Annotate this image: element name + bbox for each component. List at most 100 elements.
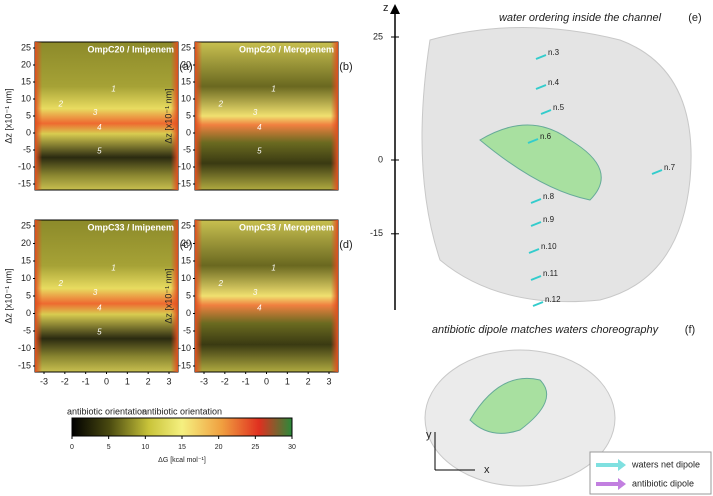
basin-marker: 4 xyxy=(257,303,262,312)
y-label: y xyxy=(426,429,432,441)
z-label: z xyxy=(383,2,389,14)
basin-marker: 1 xyxy=(271,84,275,93)
water-label: n.3 xyxy=(548,48,560,57)
y-tick-label: 15 xyxy=(21,255,31,265)
x-axis-label: antibiotic orientation xyxy=(67,406,147,416)
heatmap-edge xyxy=(195,220,338,372)
heatmap-edge xyxy=(35,220,178,372)
basin-marker: 4 xyxy=(97,123,102,132)
x-tick-label: -2 xyxy=(61,376,69,386)
y-tick-label: -15 xyxy=(18,178,31,188)
basin-marker: 1 xyxy=(271,264,275,273)
panel-letter: (a) xyxy=(179,61,192,73)
panel-letter: (c) xyxy=(180,239,193,251)
water-dipole xyxy=(530,275,542,281)
y-tick-label: 25 xyxy=(181,220,191,230)
basin-marker: 2 xyxy=(218,279,224,288)
basin-marker: 3 xyxy=(253,108,258,117)
colorbar-tick-label: 10 xyxy=(141,444,149,451)
y-tick-label: 0 xyxy=(26,308,31,318)
water-dipole xyxy=(532,301,544,307)
heatmap-edge xyxy=(35,42,178,190)
heatmap-edge xyxy=(195,42,338,190)
y-tick-label: 5 xyxy=(26,110,31,120)
loop xyxy=(479,124,602,201)
water-dipole xyxy=(528,248,540,254)
y-tick-label: 0 xyxy=(26,127,31,137)
y-tick-label: 5 xyxy=(26,290,31,300)
y-tick-label: 10 xyxy=(181,273,191,283)
z-arrow xyxy=(390,4,400,14)
water-label: n.8 xyxy=(543,192,555,201)
basin-marker: 1 xyxy=(111,264,115,273)
water-label: n.11 xyxy=(543,269,559,278)
y-tick-label: -10 xyxy=(178,343,191,353)
x-tick-label: -3 xyxy=(200,376,208,386)
basin-marker: 2 xyxy=(58,99,64,108)
y-tick-label: 0 xyxy=(186,308,191,318)
x-tick-label: 1 xyxy=(285,376,290,386)
y-tick-label: -5 xyxy=(183,325,191,335)
panel-letter: (b) xyxy=(339,61,352,73)
y-tick-label: 20 xyxy=(181,238,191,248)
letter-e: (e) xyxy=(688,12,701,24)
z-tick-label: 25 xyxy=(373,31,383,41)
x-tick-label: 0 xyxy=(104,376,109,386)
colorbar-tick-label: 25 xyxy=(251,444,259,451)
panel-title: OmpC20 / Imipenem xyxy=(87,44,174,54)
y-tick-label: 15 xyxy=(21,76,31,86)
water-dipole xyxy=(540,109,552,115)
y-axis-label: Δz [x10⁻¹ nm] xyxy=(3,268,13,323)
y-tick-label: 10 xyxy=(21,273,31,283)
basin-marker: 2 xyxy=(218,99,224,108)
x-tick-label: -1 xyxy=(242,376,250,386)
y-tick-label: 15 xyxy=(181,255,191,265)
y-tick-label: -5 xyxy=(183,144,191,154)
title-e: water ordering inside the channel xyxy=(499,12,662,24)
x-tick-label: 3 xyxy=(166,376,171,386)
water-label: n.5 xyxy=(553,103,565,112)
basin-marker: 4 xyxy=(97,303,102,312)
basin-marker: 5 xyxy=(97,147,102,156)
legend-antibiotic: antibiotic dipole xyxy=(632,478,694,488)
basin-marker: 3 xyxy=(253,288,258,297)
y-tick-label: 0 xyxy=(186,127,191,137)
letter-f: (f) xyxy=(685,324,695,336)
y-tick-label: -15 xyxy=(178,178,191,188)
x-tick-label: 1 xyxy=(125,376,130,386)
water-label: n.7 xyxy=(664,163,676,172)
y-tick-label: 5 xyxy=(186,290,191,300)
y-axis-label: Δz [x10⁻¹ nm] xyxy=(163,268,173,323)
water-label: n.10 xyxy=(541,242,557,251)
y-tick-label: 25 xyxy=(181,42,191,52)
water-label: n.6 xyxy=(540,132,552,141)
y-tick-label: 20 xyxy=(21,238,31,248)
basin-marker: 3 xyxy=(93,288,98,297)
loop-top xyxy=(469,377,548,434)
y-tick-label: -15 xyxy=(178,360,191,370)
colorbar-label: ΔG [kcal mol⁻¹] xyxy=(158,457,206,464)
panel-title: OmpC33 / Meropenem xyxy=(239,222,334,232)
title-f: antibiotic dipole matches waters choreog… xyxy=(432,324,660,336)
y-axis-label: Δz [x10⁻¹ nm] xyxy=(3,88,13,143)
water-dipole xyxy=(535,84,547,90)
colorbar-tick-label: 15 xyxy=(178,444,186,451)
water-dipole xyxy=(651,169,663,175)
legend-arrow-water xyxy=(596,459,626,471)
x-tick-label: 2 xyxy=(146,376,151,386)
basin-marker: 4 xyxy=(257,123,262,132)
x-tick-label: 2 xyxy=(306,376,311,386)
x-tick-label: 3 xyxy=(326,376,331,386)
x-label: x xyxy=(484,464,490,476)
water-dipole xyxy=(530,221,542,227)
legend-water: waters net dipole xyxy=(631,459,700,469)
y-tick-label: 20 xyxy=(181,59,191,69)
water-label: n.12 xyxy=(545,295,561,304)
legend-box xyxy=(589,451,712,495)
y-tick-label: 10 xyxy=(181,93,191,103)
basin-marker: 5 xyxy=(97,328,102,337)
y-tick-label: 5 xyxy=(186,110,191,120)
basin-marker: 1 xyxy=(111,84,115,93)
colorbar-tick-label: 20 xyxy=(215,444,223,451)
